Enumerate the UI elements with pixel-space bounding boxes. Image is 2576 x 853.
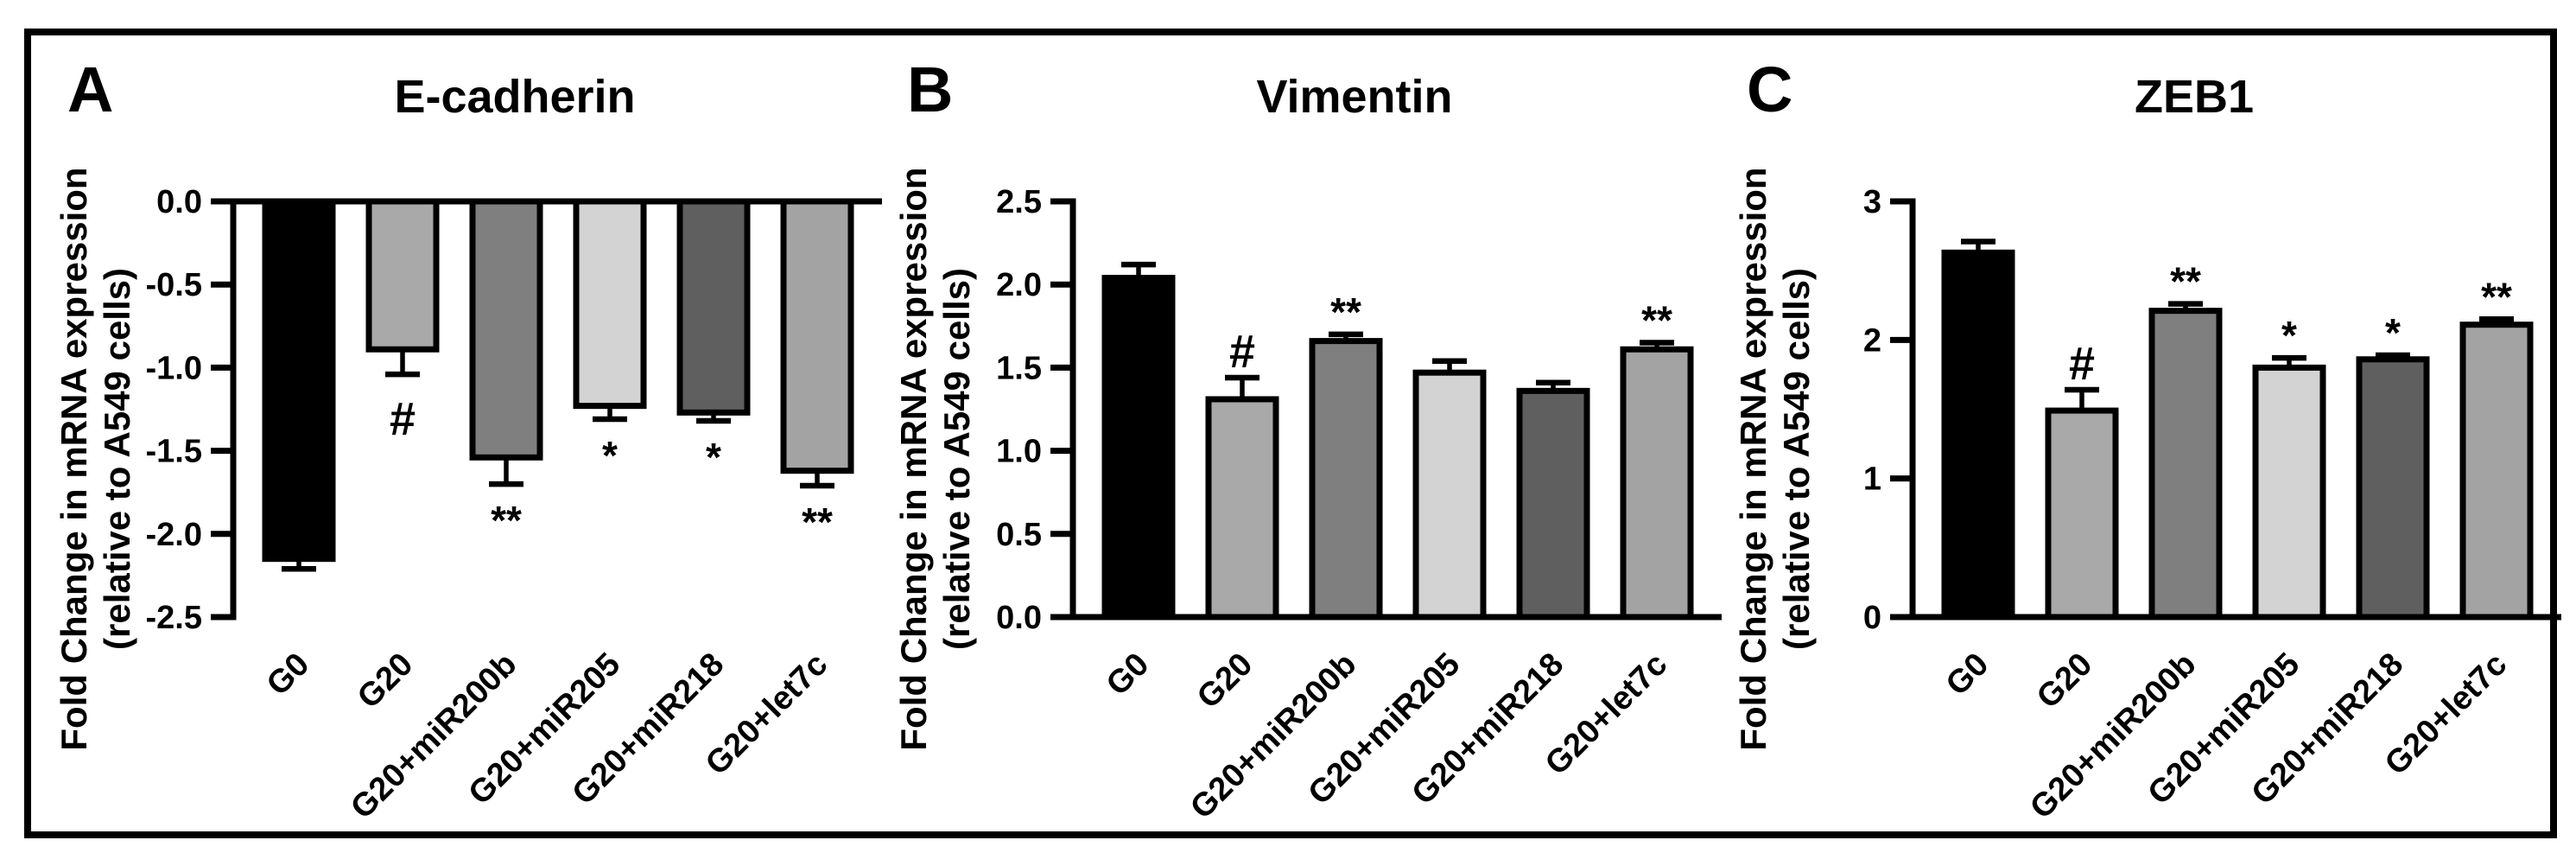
bar-G0 [262, 198, 336, 563]
panel-title-e-cadherin: E-cadherin [394, 71, 636, 123]
category-label: G0 [1100, 646, 1157, 703]
category-label: G20 [2030, 646, 2099, 716]
panel-letter-b: B [907, 54, 954, 125]
significance-label: # [1229, 326, 1255, 378]
significance-label: * [706, 435, 721, 480]
bar-G0 [1941, 249, 2015, 621]
y-tick-label: 0.0 [996, 600, 1042, 636]
bar-G20+let7c [780, 198, 854, 474]
panel-title-zeb1: ZEB1 [2134, 71, 2255, 123]
bar-G20+miR205 [2252, 364, 2326, 621]
y-tick-label: -1.5 [146, 434, 202, 470]
panel-b: B Vimentin Fold Change in mRNA expressio… [871, 35, 1722, 831]
bar-G20+miR218 [2356, 356, 2430, 621]
bar-G20+let7c [1620, 346, 1694, 621]
y-tick-label: 2 [1863, 322, 1881, 359]
bar-G20+let7c [2459, 321, 2534, 621]
bar-G0 [1101, 275, 1176, 621]
y-tick-label: 0.0 [156, 184, 202, 220]
significance-label: ** [491, 498, 522, 543]
panel-a: A E-cadherin Fold Change in mRNA express… [31, 35, 882, 831]
category-label: G0 [1939, 646, 1996, 703]
y-tick-label: 0 [1863, 600, 1881, 636]
y-tick-label: 1.5 [996, 350, 1042, 386]
bar-G20+miR205 [1412, 369, 1487, 621]
panel-title-vimentin: Vimentin [1256, 71, 1453, 123]
significance-label: * [2281, 313, 2297, 358]
significance-label: * [2385, 310, 2401, 355]
bar-G20+miR205 [573, 198, 647, 410]
significance-label: * [602, 433, 618, 478]
bar-chart-zeb1: 0123G0#G20**G20+miR200b*G20+miR205*G20+m… [1863, 184, 2561, 826]
bar-G20+miR218 [1516, 387, 1590, 621]
y-tick-label: -2.0 [146, 517, 202, 553]
significance-label: ** [2481, 274, 2512, 319]
significance-label: # [2069, 338, 2095, 390]
category-label: G0 [260, 646, 317, 703]
bar-G20+miR200b [1309, 338, 1383, 621]
category-label: G20 [1190, 646, 1259, 716]
y-tick-label: 1.0 [996, 434, 1042, 470]
bar-G20+miR200b [469, 198, 543, 461]
significance-label: ** [1330, 290, 1361, 334]
y-tick-label: 3 [1863, 184, 1881, 220]
y-tick-label: 1 [1863, 462, 1881, 498]
panel-letter-c: C [1747, 54, 1793, 125]
y-tick-label: -0.5 [146, 267, 202, 303]
category-label: G20 [351, 646, 420, 716]
bar-G20 [1205, 396, 1279, 621]
bar-G20 [2045, 407, 2119, 621]
significance-label: ** [802, 500, 833, 544]
significance-label: ** [1641, 298, 1672, 343]
bar-chart-e-cadherin: 0.0-0.5-1.0-1.5-2.0-2.5G0#G20**G20+miR20… [146, 184, 882, 826]
figure-frame: A E-cadherin Fold Change in mRNA express… [24, 29, 2561, 838]
bar-chart-vimentin: 0.00.51.01.52.02.5G0#G20**G20+miR200bG20… [996, 184, 1722, 826]
significance-label: ** [2170, 259, 2201, 304]
y-tick-label: -1.0 [146, 350, 202, 386]
bar-G20 [365, 198, 440, 353]
bar-G20+miR200b [2148, 308, 2223, 621]
panel-letter-a: A [67, 54, 114, 125]
y-tick-label: 2.0 [996, 267, 1042, 303]
y-tick-label: 2.5 [996, 184, 1042, 220]
y-tick-label: -2.5 [146, 600, 202, 636]
panel-c: C ZEB1 Fold Change in mRNA expression (r… [1710, 35, 2561, 831]
y-tick-label: 0.5 [996, 517, 1042, 553]
bar-G20+miR218 [676, 198, 751, 416]
significance-label: # [390, 393, 416, 445]
